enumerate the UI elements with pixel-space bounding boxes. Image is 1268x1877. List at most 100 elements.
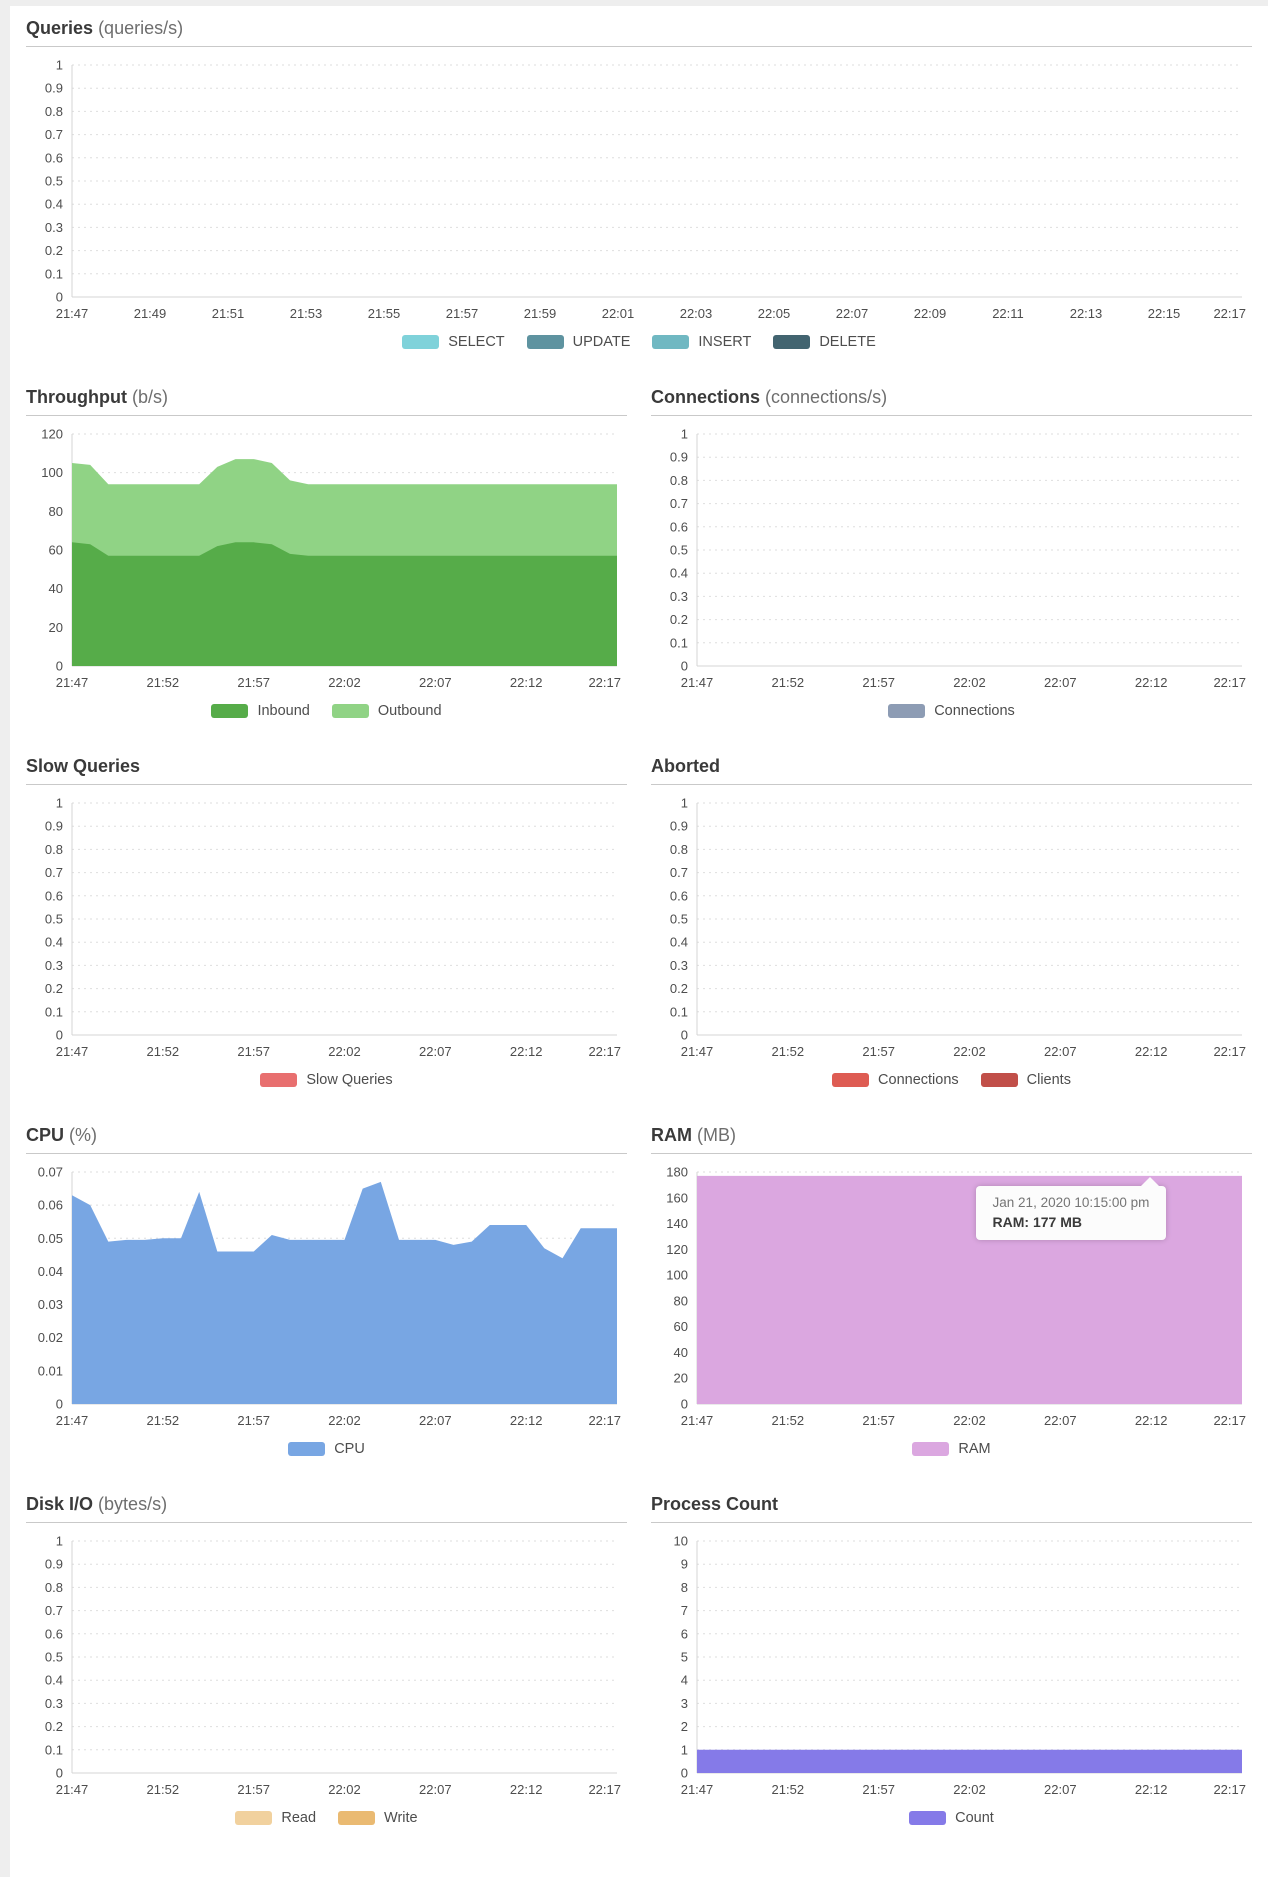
svg-text:21:52: 21:52 [772, 675, 805, 690]
connections-chart-svg[interactable]: 0 0.1 0.2 0.3 0.4 0.5 0.6 0.7 0.8 0.9 1 21:47 21:52 2… [651, 426, 1252, 694]
chart-title-unit: (%) [69, 1125, 98, 1145]
svg-text:22:12: 22:12 [1135, 1413, 1168, 1428]
svg-text:40: 40 [49, 581, 63, 596]
legend-label: Connections [934, 703, 1015, 719]
connections-plot[interactable]: 0 0.1 0.2 0.3 0.4 0.5 0.6 0.7 0.8 0.9 1 21:47 21:52 2… [651, 426, 1252, 694]
svg-text:22:12: 22:12 [510, 1044, 543, 1059]
svg-text:21:52: 21:52 [147, 1413, 180, 1428]
svg-text:80: 80 [674, 1293, 688, 1308]
legend-item-ram[interactable]: RAM [912, 1441, 991, 1457]
svg-text:0: 0 [56, 1028, 63, 1043]
svg-text:21:47: 21:47 [56, 306, 89, 321]
chart-title-unit: (bytes/s) [98, 1494, 168, 1514]
ram-plot[interactable]: 0 20 40 60 80 100 120 140 160 180 21:47 21:52 21:57 2… [651, 1164, 1252, 1432]
slow-queries-plot[interactable]: 0 0.1 0.2 0.3 0.4 0.5 0.6 0.7 0.8 0.9 1 21:47 21:52 2… [26, 795, 627, 1063]
svg-text:7: 7 [681, 1603, 688, 1618]
legend-item-delete[interactable]: DELETE [773, 334, 876, 350]
legend-item-slow-queries[interactable]: Slow Queries [260, 1072, 393, 1088]
legend-label: Slow Queries [306, 1072, 393, 1088]
row-diskio-processcount: Disk I/O (bytes/s) 0 0.1 0.2 0.3 0.4 0.5 0.6 0.… [26, 1494, 1252, 1863]
svg-text:22:17: 22:17 [588, 1782, 621, 1797]
legend-item-select[interactable]: SELECT [402, 334, 505, 350]
svg-text:0.6: 0.6 [45, 1626, 63, 1641]
svg-text:0.02: 0.02 [38, 1330, 63, 1345]
svg-text:22:02: 22:02 [328, 1044, 361, 1059]
legend-item-insert[interactable]: INSERT [652, 334, 751, 350]
svg-text:0.6: 0.6 [45, 150, 63, 165]
legend-label: Write [384, 1810, 418, 1826]
svg-text:21:55: 21:55 [368, 306, 401, 321]
svg-text:0.2: 0.2 [670, 612, 688, 627]
svg-text:22:07: 22:07 [1044, 1782, 1077, 1797]
legend-item-connections[interactable]: Connections [888, 703, 1015, 719]
svg-text:22:17: 22:17 [1213, 1044, 1246, 1059]
svg-text:0.3: 0.3 [45, 1696, 63, 1711]
legend-item-read[interactable]: Read [235, 1810, 316, 1826]
svg-text:21:52: 21:52 [772, 1044, 805, 1059]
svg-text:120: 120 [41, 427, 63, 442]
svg-text:120: 120 [666, 1242, 688, 1257]
svg-text:100: 100 [41, 465, 63, 480]
legend-item-connections[interactable]: Connections [832, 1072, 959, 1088]
legend-item-outbound[interactable]: Outbound [331, 703, 442, 719]
disk-io-plot[interactable]: 0 0.1 0.2 0.3 0.4 0.5 0.6 0.7 0.8 0.9 1 21:47 21:52 2… [26, 1533, 627, 1801]
svg-text:0.9: 0.9 [45, 1557, 63, 1572]
chart-title-text: Queries [26, 18, 94, 38]
legend-item-inbound[interactable]: Inbound [211, 703, 310, 719]
svg-text:1: 1 [56, 796, 63, 811]
legend-item-update[interactable]: UPDATE [526, 334, 630, 350]
legend-item-cpu[interactable]: CPU [288, 1441, 365, 1457]
svg-text:0.3: 0.3 [670, 958, 688, 973]
slow-queries-chart-svg[interactable]: 0 0.1 0.2 0.3 0.4 0.5 0.6 0.7 0.8 0.9 1 21:47 21:52 2… [26, 795, 627, 1063]
slow-queries-chart-title: Slow Queries [26, 756, 627, 785]
svg-text:9: 9 [681, 1557, 688, 1572]
legend-item-count[interactable]: Count [909, 1810, 994, 1826]
svg-text:0.3: 0.3 [45, 220, 63, 235]
aborted-plot[interactable]: 0 0.1 0.2 0.3 0.4 0.5 0.6 0.7 0.8 0.9 1 21:47 21:52 2… [651, 795, 1252, 1063]
svg-text:22:07: 22:07 [419, 1044, 452, 1059]
svg-text:0.4: 0.4 [45, 1673, 63, 1688]
process-count-chart-svg[interactable]: 0 1 2 3 4 5 6 7 8 9 10 21:47 21:52 21:57 22:02 22:07 22:… [651, 1533, 1252, 1801]
legend-item-write[interactable]: Write [338, 1810, 418, 1826]
svg-text:21:52: 21:52 [772, 1413, 805, 1428]
svg-text:1: 1 [681, 796, 688, 811]
queries-chart-svg[interactable]: 0 0.1 0.2 0.3 0.4 0.5 0.6 0.7 0.8 0.9 1 21:47 21:49 2… [26, 57, 1252, 325]
svg-text:21:49: 21:49 [134, 306, 167, 321]
connections-chart-card: Connections (connections/s) 0 0.1 0.2 0.3 0.… [651, 387, 1252, 720]
svg-text:22:11: 22:11 [992, 306, 1024, 321]
svg-text:0: 0 [56, 1397, 63, 1412]
svg-text:60: 60 [674, 1319, 688, 1334]
svg-text:22:07: 22:07 [419, 675, 452, 690]
disk-io-chart-svg[interactable]: 0 0.1 0.2 0.3 0.4 0.5 0.6 0.7 0.8 0.9 1 21:47 21:52 2… [26, 1533, 627, 1801]
process-count-plot[interactable]: 0 1 2 3 4 5 6 7 8 9 10 21:47 21:52 21:57 22:02 22:07 22:… [651, 1533, 1252, 1801]
svg-text:0.8: 0.8 [45, 842, 63, 857]
svg-text:4: 4 [681, 1673, 688, 1688]
queries-plot[interactable]: 0 0.1 0.2 0.3 0.4 0.5 0.6 0.7 0.8 0.9 1 21:47 21:49 2… [26, 57, 1252, 325]
svg-text:22:12: 22:12 [510, 675, 543, 690]
legend-item-clients[interactable]: Clients [980, 1072, 1071, 1088]
chart-title-text: Disk I/O [26, 1494, 94, 1514]
legend-label: DELETE [819, 334, 876, 350]
svg-text:0.8: 0.8 [45, 1580, 63, 1595]
throughput-plot[interactable]: 0 20 40 60 80 100 120 21:47 21:52 21:57 22:02 22:07… [26, 426, 627, 694]
svg-text:0: 0 [681, 1766, 688, 1781]
svg-text:0.01: 0.01 [38, 1363, 63, 1378]
chart-title-text: Aborted [651, 756, 720, 776]
svg-text:0.5: 0.5 [45, 174, 63, 189]
legend-swatch [526, 335, 564, 349]
svg-text:22:01: 22:01 [602, 306, 635, 321]
svg-text:80: 80 [49, 504, 63, 519]
cpu-plot[interactable]: 0 0.01 0.02 0.03 0.04 0.05 0.06 0.07 21:47 21:52 2… [26, 1164, 627, 1432]
svg-text:0.5: 0.5 [45, 912, 63, 927]
cpu-chart-card: CPU (%) 0 0.01 0.02 0.03 0.04 0.05 0.06 0.07 21:… [26, 1125, 627, 1458]
svg-text:0.2: 0.2 [45, 981, 63, 996]
row-cpu-ram: CPU (%) 0 0.01 0.02 0.03 0.04 0.05 0.06 0.07 21:… [26, 1125, 1252, 1494]
svg-text:22:07: 22:07 [1044, 675, 1077, 690]
svg-text:0.1: 0.1 [670, 635, 688, 650]
cpu-chart-svg[interactable]: 0 0.01 0.02 0.03 0.04 0.05 0.06 0.07 21:47 21:52 2… [26, 1164, 627, 1432]
chart-title-text: Throughput [26, 387, 127, 407]
throughput-chart-svg[interactable]: 0 20 40 60 80 100 120 21:47 21:52 21:57 22:02 22:07… [26, 426, 627, 694]
connections-chart-title: Connections (connections/s) [651, 387, 1252, 416]
aborted-chart-svg[interactable]: 0 0.1 0.2 0.3 0.4 0.5 0.6 0.7 0.8 0.9 1 21:47 21:52 2… [651, 795, 1252, 1063]
svg-text:0.5: 0.5 [670, 912, 688, 927]
